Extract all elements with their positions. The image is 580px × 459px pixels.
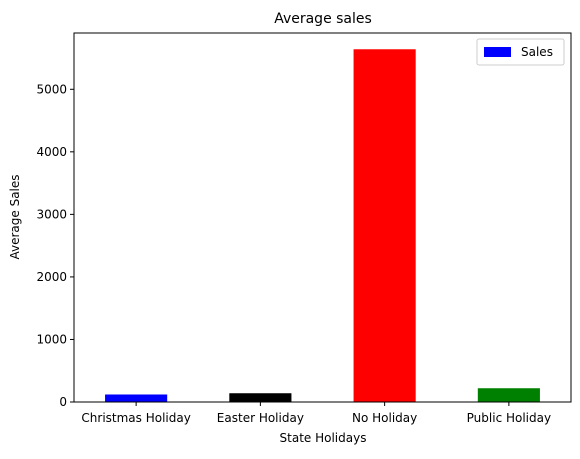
x-axis-label: State Holidays	[280, 431, 367, 445]
y-tick-label: 0	[59, 395, 67, 409]
y-tick-label: 1000	[36, 332, 67, 346]
x-tick-label: No Holiday	[352, 411, 417, 425]
x-tick-label: Christmas Holiday	[81, 411, 190, 425]
y-axis-label: Average Sales	[8, 174, 22, 259]
bar-public-holiday	[477, 388, 540, 402]
y-tick-label: 4000	[36, 145, 67, 159]
x-tick-label: Easter Holiday	[217, 411, 304, 425]
y-axis-ticks: 0 1000 2000 3000 4000 5000	[36, 82, 74, 409]
bar-christmas-holiday	[105, 394, 168, 402]
x-axis-ticks: Christmas Holiday Easter Holiday No Holida…	[81, 402, 551, 425]
y-tick-label: 5000	[36, 82, 67, 96]
x-tick-label: Public Holiday	[467, 411, 551, 425]
legend-frame	[476, 38, 565, 66]
bar-no-holiday	[353, 49, 416, 402]
legend-label: Sales	[521, 45, 553, 59]
plot-frame	[73, 32, 572, 403]
y-tick-label: 3000	[36, 207, 67, 221]
legend-swatch	[484, 47, 511, 57]
legend: Sales	[476, 38, 565, 66]
plot-area	[105, 49, 540, 402]
bar-easter-holiday	[229, 393, 292, 402]
y-tick-label: 2000	[36, 270, 67, 284]
chart-title: Average sales	[274, 11, 372, 27]
